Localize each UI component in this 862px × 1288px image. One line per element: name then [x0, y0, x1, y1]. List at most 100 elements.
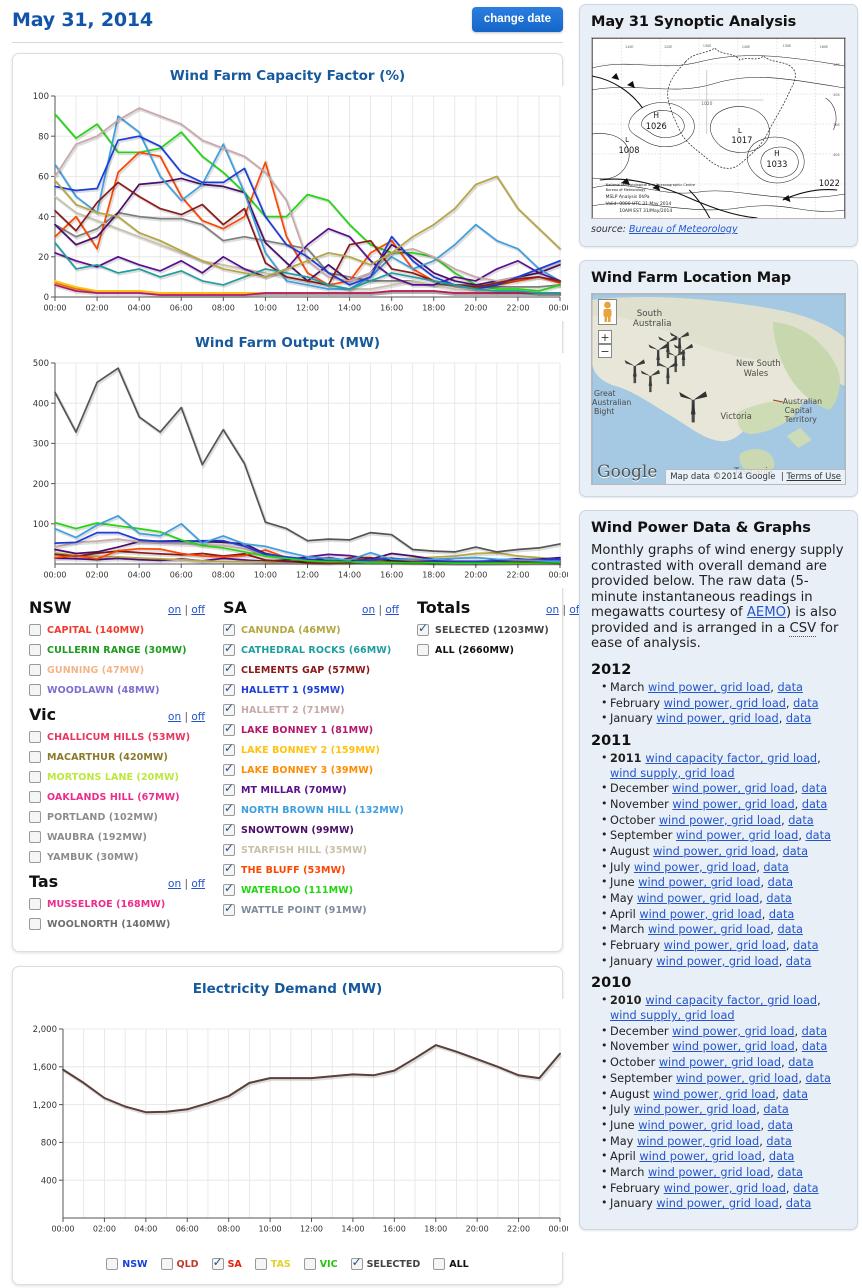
farm-checkbox-row[interactable]: LAKE BONNEY 3 (39MW)	[223, 761, 411, 779]
farm-checkbox-row[interactable]: OAKLANDS HILL (67MW)	[29, 788, 217, 806]
farm-checkbox[interactable]	[29, 684, 41, 696]
farm-checkbox-row[interactable]: WOODLAWN (48MW)	[29, 681, 217, 699]
farm-checkbox[interactable]	[29, 771, 41, 783]
turn-all-on-link[interactable]: on	[168, 604, 182, 616]
demand-legend-item[interactable]: ALL	[433, 1258, 469, 1270]
month-data-link[interactable]: wind power, grid load	[648, 1165, 771, 1179]
month-data-link[interactable]: wind power, grid load	[663, 696, 786, 710]
month-data-link[interactable]: data	[766, 1134, 792, 1148]
farm-checkbox-row[interactable]: HALLETT 2 (71MW)	[223, 701, 411, 719]
month-data-link[interactable]: data	[801, 1040, 828, 1054]
farm-checkbox-row[interactable]: WATERLOO (111MW)	[223, 881, 411, 899]
map-zoom-out-button[interactable]: −	[598, 344, 612, 358]
farm-checkbox[interactable]	[223, 801, 235, 816]
turn-all-off-link[interactable]: off	[385, 604, 399, 616]
month-data-link[interactable]: data	[766, 892, 792, 906]
farm-checkbox-row[interactable]: CANUNDA (46MW)	[223, 621, 411, 639]
demand-legend-checkbox[interactable]	[303, 1258, 316, 1270]
synoptic-source-link[interactable]: Bureau of Meteorology	[629, 224, 738, 235]
month-data-link[interactable]: data	[782, 845, 809, 859]
month-data-link[interactable]: wind power, grid load	[656, 712, 779, 726]
month-data-link[interactable]: data	[763, 1103, 789, 1117]
farm-checkbox[interactable]	[29, 918, 41, 930]
turn-all-on-link[interactable]: on	[546, 604, 560, 616]
pegman-control[interactable]	[598, 299, 617, 325]
turn-all-on-link[interactable]: on	[168, 878, 182, 890]
farm-checkbox[interactable]	[29, 731, 41, 743]
location-map-image[interactable]: South Australia New South Wales Victoria…	[591, 293, 846, 485]
farm-checkbox[interactable]	[29, 751, 41, 763]
month-data-link[interactable]: data	[768, 1150, 795, 1164]
farm-checkbox-row[interactable]: CATHEDRAL ROCKS (66MW)	[223, 641, 411, 659]
farm-checkbox-row[interactable]: CLEMENTS GAP (57MW)	[223, 661, 411, 679]
month-data-link[interactable]: wind power, grid load	[672, 782, 795, 796]
demand-legend-item[interactable]: VIC	[303, 1258, 338, 1270]
month-data-link[interactable]: wind power, grid load	[636, 1134, 760, 1148]
year-summary-link[interactable]: wind capacity factor, grid load	[645, 752, 818, 766]
farm-checkbox-row[interactable]: WAUBRA (192MW)	[29, 828, 217, 846]
demand-legend-checkbox[interactable]	[211, 1255, 224, 1270]
farm-checkbox[interactable]	[29, 791, 41, 803]
month-data-link[interactable]: data	[788, 1056, 814, 1070]
demand-legend-item[interactable]: TAS	[254, 1258, 291, 1270]
farm-checkbox-row[interactable]: CAPITAL (140MW)	[29, 621, 217, 639]
aemo-link[interactable]: AEMO	[746, 605, 786, 621]
farm-checkbox[interactable]	[223, 741, 235, 756]
month-data-link[interactable]: data	[767, 876, 794, 890]
month-data-link[interactable]: wind power, grid load	[636, 892, 760, 906]
farm-checkbox-row[interactable]: HALLETT 1 (95MW)	[223, 681, 411, 699]
farm-checkbox[interactable]	[223, 881, 235, 896]
month-data-link[interactable]: data	[805, 1071, 831, 1085]
farm-checkbox[interactable]	[417, 621, 429, 636]
turn-all-on-link[interactable]: on	[168, 711, 182, 723]
farm-checkbox[interactable]	[223, 701, 235, 716]
month-data-link[interactable]: data	[793, 1181, 819, 1195]
turn-all-off-link[interactable]: off	[191, 878, 205, 890]
month-data-link[interactable]: wind power, grid load	[639, 907, 762, 921]
month-data-link[interactable]: data	[777, 1165, 803, 1179]
farm-checkbox-row[interactable]: MACARTHUR (420MW)	[29, 748, 217, 766]
month-data-link[interactable]: wind power, grid load	[633, 860, 757, 874]
farm-checkbox-row[interactable]: ALL (2660MW)	[417, 641, 595, 659]
month-data-link[interactable]: wind power, grid load	[658, 813, 782, 827]
demand-legend-checkbox[interactable]	[106, 1258, 119, 1270]
month-data-link[interactable]: wind power, grid load	[663, 1181, 786, 1195]
month-data-link[interactable]: data	[777, 923, 803, 937]
month-data-link[interactable]: data	[777, 681, 803, 695]
month-data-link[interactable]: data	[785, 1197, 812, 1211]
change-date-button[interactable]: change date	[471, 7, 563, 32]
farm-checkbox[interactable]	[29, 851, 41, 863]
farm-checkbox[interactable]	[223, 621, 235, 636]
month-data-link[interactable]: data	[805, 829, 831, 843]
farm-checkbox-row[interactable]: STARFISH HILL (35MW)	[223, 841, 411, 859]
farm-checkbox-row[interactable]: CULLERIN RANGE (30MW)	[29, 641, 217, 659]
month-data-link[interactable]: wind power, grid load	[656, 1197, 779, 1211]
farm-checkbox[interactable]	[417, 644, 429, 656]
demand-legend-item[interactable]: SA	[211, 1255, 242, 1270]
farm-checkbox[interactable]	[29, 644, 41, 656]
farm-checkbox[interactable]	[223, 821, 235, 836]
turn-all-off-link[interactable]: off	[191, 711, 205, 723]
month-data-link[interactable]: data	[763, 860, 789, 874]
month-data-link[interactable]: wind power, grid load	[676, 829, 799, 843]
synoptic-image[interactable]: H 1026 L 1008 L 1017 H 1033 1022 1020 Na…	[591, 37, 846, 219]
month-data-link[interactable]: data	[782, 1087, 809, 1101]
farm-checkbox-row[interactable]: MT MILLAR (70MW)	[223, 781, 411, 799]
farm-checkbox[interactable]	[29, 831, 41, 843]
demand-legend-item[interactable]: SELECTED	[350, 1255, 420, 1270]
farm-checkbox[interactable]	[223, 641, 235, 656]
month-data-link[interactable]: wind power, grid load	[638, 876, 761, 890]
demand-legend-checkbox[interactable]	[254, 1258, 267, 1270]
farm-checkbox-row[interactable]: WATTLE POINT (91MW)	[223, 901, 411, 919]
farm-checkbox-row[interactable]: PORTLAND (102MW)	[29, 808, 217, 826]
month-data-link[interactable]: data	[785, 954, 812, 968]
month-data-link[interactable]: wind power, grid load	[653, 1087, 776, 1101]
farm-checkbox[interactable]	[223, 781, 235, 796]
month-data-link[interactable]: wind power, grid load	[656, 954, 779, 968]
year-summary-link[interactable]: wind supply, grid load	[610, 766, 735, 780]
map-terms-link[interactable]: Terms of Use	[786, 472, 841, 482]
farm-checkbox[interactable]	[223, 721, 235, 736]
month-data-link[interactable]: wind power, grid load	[653, 845, 776, 859]
month-data-link[interactable]: wind power, grid load	[672, 798, 795, 812]
month-data-link[interactable]: wind power, grid load	[672, 1040, 795, 1054]
